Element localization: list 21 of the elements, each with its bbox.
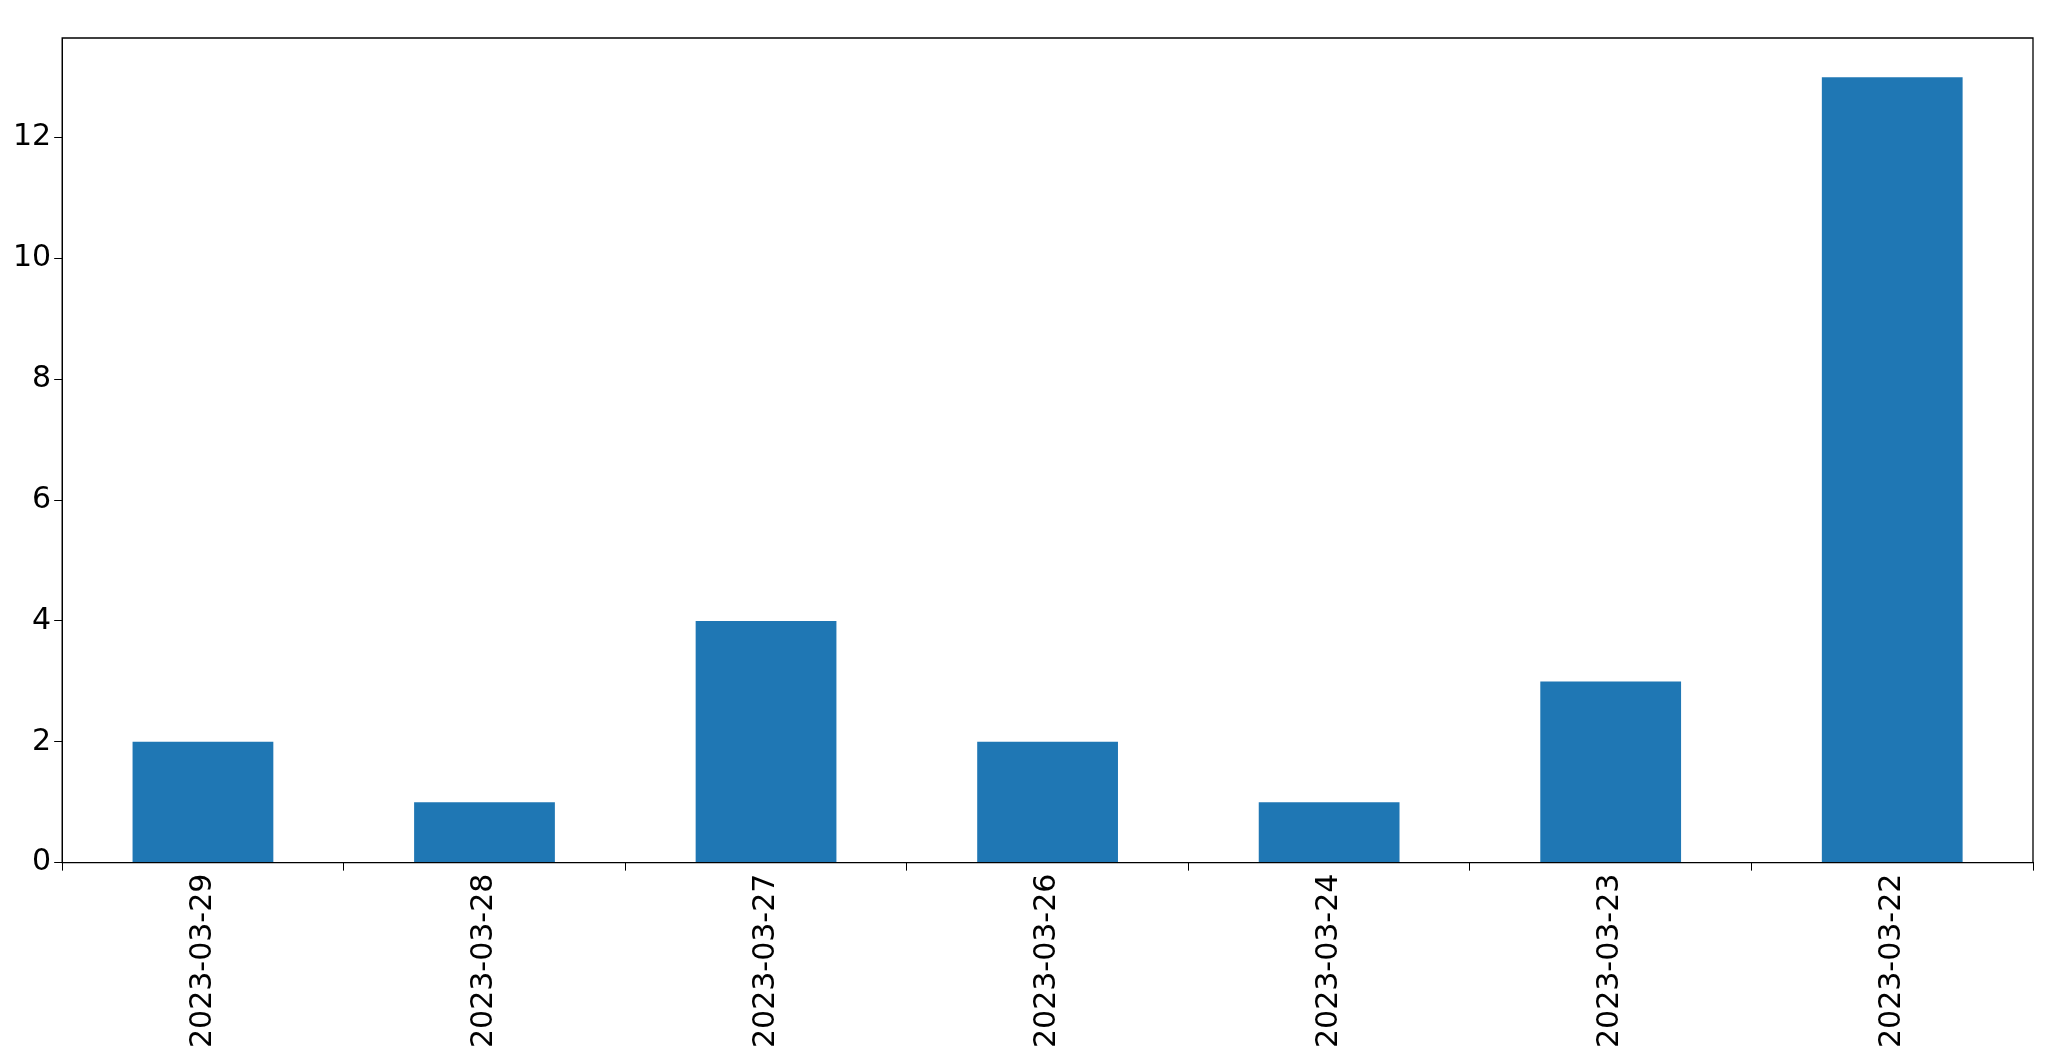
x-tick-label: 2023-03-22 bbox=[1872, 873, 1908, 1049]
bar bbox=[414, 802, 555, 863]
bar bbox=[977, 741, 1118, 863]
x-tick-label: 2023-03-27 bbox=[745, 873, 781, 1049]
bar bbox=[695, 621, 837, 863]
y-tick-label: 10 bbox=[12, 238, 52, 274]
bar bbox=[132, 741, 274, 863]
y-tick-label: 2 bbox=[32, 721, 52, 757]
bar bbox=[1821, 77, 1963, 863]
x-tick-label: 2023-03-29 bbox=[182, 873, 218, 1049]
x-tick-label: 2023-03-28 bbox=[464, 873, 500, 1049]
y-tick-label: 0 bbox=[32, 842, 52, 878]
y-tick-label: 4 bbox=[32, 600, 52, 636]
y-tick-label: 8 bbox=[32, 359, 52, 395]
x-tick-label: 2023-03-24 bbox=[1308, 873, 1344, 1049]
x-tick-label: 2023-03-23 bbox=[1590, 873, 1626, 1049]
y-tick-label: 12 bbox=[12, 117, 52, 153]
bar bbox=[1258, 802, 1400, 863]
x-tick-label: 2023-03-26 bbox=[1027, 873, 1063, 1049]
bar bbox=[1540, 681, 1682, 863]
y-tick-label: 6 bbox=[32, 479, 52, 515]
